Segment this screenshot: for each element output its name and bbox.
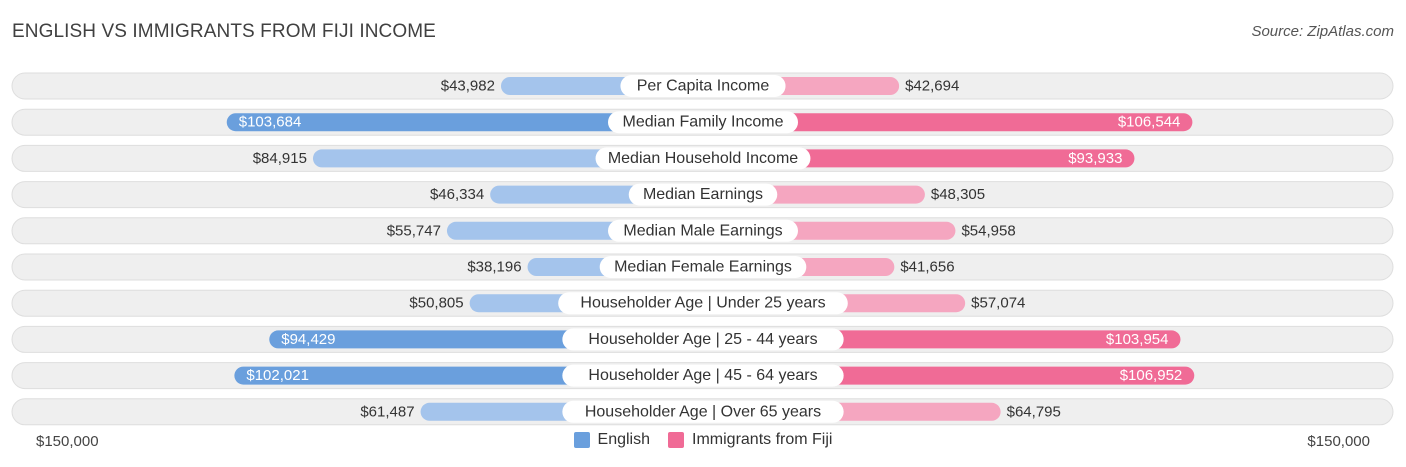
value-label-fiji: $48,305 xyxy=(931,186,985,203)
category-label-bg xyxy=(562,328,844,351)
value-label-english: $38,196 xyxy=(467,259,521,276)
value-label-english: $102,021 xyxy=(246,367,309,384)
legend-swatch-fiji xyxy=(668,432,685,448)
category-label-bg xyxy=(608,111,798,134)
value-label-english: $94,429 xyxy=(281,331,335,348)
category-label: Per Capita Income xyxy=(637,78,770,95)
value-label-english: $55,747 xyxy=(387,222,441,239)
legend-label-fiji: Immigrants from Fiji xyxy=(692,431,833,448)
category-label-bg xyxy=(562,364,844,387)
category-label: Median Male Earnings xyxy=(623,222,782,239)
value-label-fiji: $103,954 xyxy=(1106,331,1169,348)
chart-title: ENGLISH VS IMMIGRANTS FROM FIJI INCOME xyxy=(12,21,436,42)
legend-item-fiji[interactable]: Immigrants from Fiji xyxy=(668,431,832,449)
value-label-english: $50,805 xyxy=(409,295,463,312)
value-label-fiji: $106,952 xyxy=(1120,367,1183,384)
source-note: Source: ZipAtlas.com xyxy=(1251,23,1394,40)
value-label-english: $61,487 xyxy=(360,403,414,420)
category-label-bg xyxy=(620,75,786,97)
legend: English Immigrants from Fiji xyxy=(0,431,1406,449)
category-label-bg xyxy=(608,219,798,242)
category-label-bg xyxy=(558,292,848,315)
axis-right-label: $150,000 xyxy=(1307,433,1370,450)
category-label-bg xyxy=(628,183,778,206)
bar-english xyxy=(226,113,704,132)
legend-label-english: English xyxy=(597,431,651,448)
legend-swatch-english xyxy=(573,432,590,448)
value-label-fiji: $93,933 xyxy=(1068,150,1122,167)
category-label: Householder Age | 45 - 64 years xyxy=(588,367,817,384)
category-label: Householder Age | Over 65 years xyxy=(585,403,821,420)
value-label-english: $103,684 xyxy=(239,114,302,131)
value-label-fiji: $57,074 xyxy=(971,295,1025,312)
category-label: Householder Age | 25 - 44 years xyxy=(588,331,817,348)
category-label: Householder Age | Under 25 years xyxy=(580,295,825,312)
category-label-bg xyxy=(595,147,811,170)
category-label-bg xyxy=(562,400,844,423)
value-label-english: $43,982 xyxy=(441,78,495,95)
legend-item-english[interactable]: English xyxy=(573,431,651,449)
category-label: Median Earnings xyxy=(643,186,763,203)
value-label-english: $46,334 xyxy=(430,186,484,203)
bar-fiji xyxy=(703,113,1193,132)
category-label: Median Female Earnings xyxy=(614,259,792,276)
value-label-fiji: $54,958 xyxy=(961,222,1015,239)
value-label-fiji: $42,694 xyxy=(905,78,959,95)
value-label-fiji: $64,795 xyxy=(1007,403,1061,420)
axis-left-label: $150,000 xyxy=(36,433,99,450)
bar-fiji xyxy=(703,149,1135,168)
value-label-english: $84,915 xyxy=(253,150,307,167)
value-label-fiji: $41,656 xyxy=(900,259,954,276)
value-label-fiji: $106,544 xyxy=(1118,114,1181,131)
category-label-bg xyxy=(599,256,807,278)
category-label: Median Household Income xyxy=(608,150,798,167)
category-label: Median Family Income xyxy=(623,114,784,131)
